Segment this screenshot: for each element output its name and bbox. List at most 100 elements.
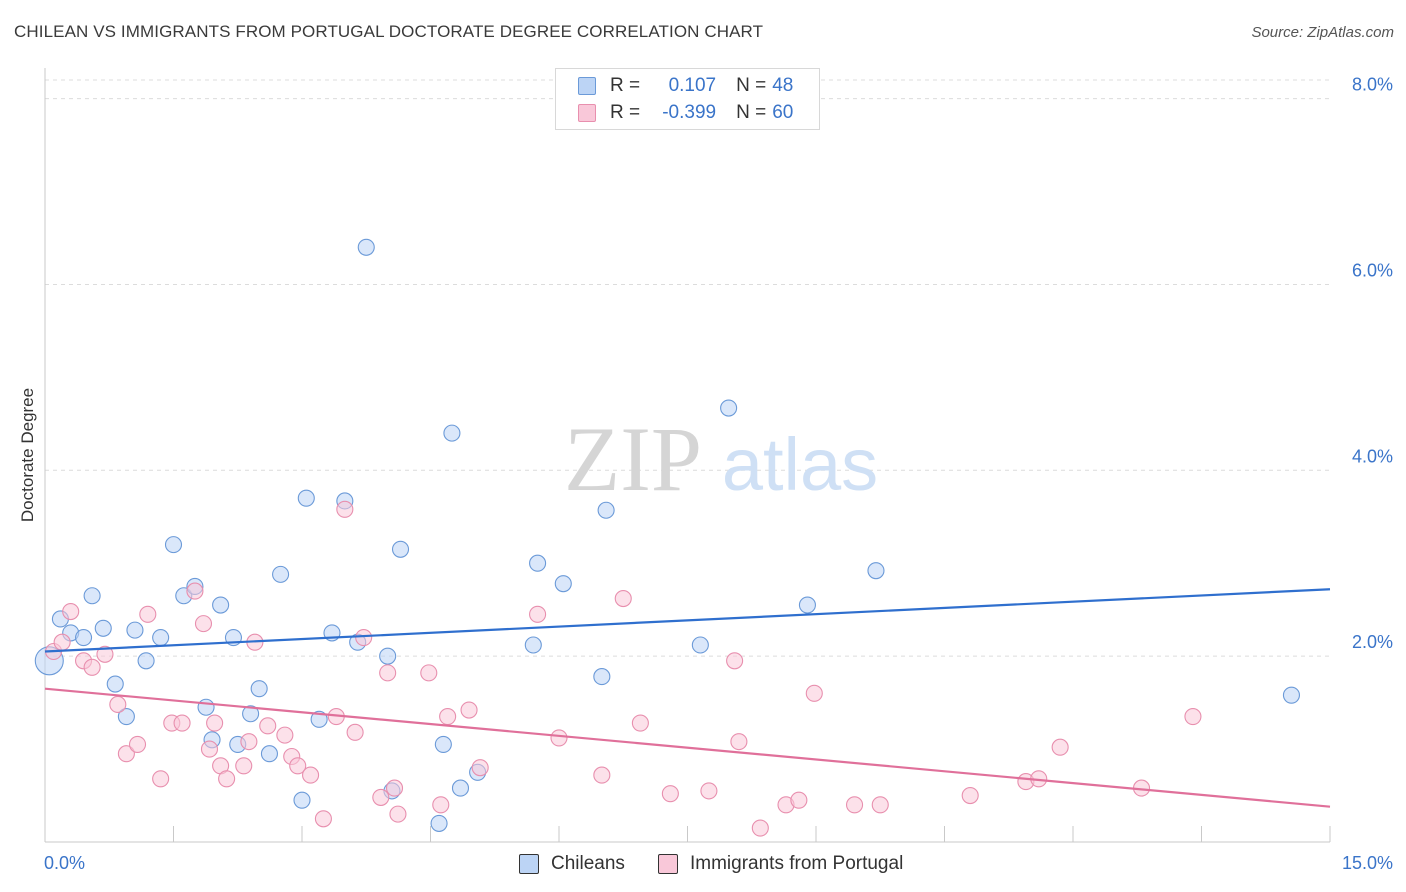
portugal-point bbox=[259, 717, 277, 735]
portugal-point bbox=[152, 770, 170, 788]
chilean-point bbox=[117, 707, 135, 726]
portugal-point bbox=[460, 701, 478, 719]
chilean-point bbox=[391, 540, 410, 558]
chileans-legend-label: Chileans bbox=[551, 853, 625, 874]
n-label: N = bbox=[736, 75, 767, 96]
chilean-point bbox=[379, 647, 397, 665]
portugal-point bbox=[730, 733, 748, 751]
r-label: R = bbox=[610, 75, 641, 96]
portugal-point bbox=[372, 788, 390, 806]
portugal-point bbox=[529, 605, 547, 623]
chilean-point bbox=[94, 619, 112, 637]
portugal-point bbox=[661, 785, 679, 803]
portugal-point bbox=[62, 602, 80, 621]
trend-lines bbox=[44, 588, 1331, 808]
x-tick-label-max: 15.0% bbox=[1342, 853, 1393, 873]
portugal-point bbox=[96, 645, 114, 663]
legend-item-chileans[interactable]: Chileans bbox=[519, 851, 625, 877]
chilean-point bbox=[691, 636, 709, 654]
chileans-trend-line bbox=[44, 588, 1331, 653]
y-tick-label: 6.0% bbox=[1352, 260, 1393, 280]
portugal-point bbox=[194, 615, 213, 633]
chart-title: CHILEAN VS IMMIGRANTS FROM PORTUGAL DOCT… bbox=[14, 22, 764, 41]
legend-item-portugal[interactable]: Immigrants from Portugal bbox=[658, 851, 903, 877]
chileans-r-value: 0.107 bbox=[668, 75, 717, 96]
portugal-point bbox=[471, 759, 489, 777]
portugal-point bbox=[235, 757, 253, 775]
y-tick-label: 2.0% bbox=[1352, 632, 1393, 652]
portugal-point bbox=[109, 695, 127, 714]
portugal-point bbox=[1184, 707, 1202, 726]
chilean-point bbox=[250, 680, 268, 698]
portugal-point bbox=[173, 714, 191, 732]
portugal-point bbox=[314, 810, 332, 828]
n-label: N = bbox=[736, 102, 767, 123]
portugal-legend-swatch bbox=[658, 854, 678, 874]
portugal-point bbox=[726, 652, 744, 670]
chilean-point bbox=[593, 668, 611, 686]
stats-row-portugal: R = -0.399 N = 60 bbox=[578, 100, 793, 126]
chilean-point bbox=[293, 791, 311, 809]
portugal-point bbox=[1051, 738, 1069, 756]
portugal-point bbox=[385, 779, 404, 797]
portugal-point bbox=[336, 500, 354, 518]
chilean-point bbox=[164, 536, 183, 554]
watermark: ZIP atlas bbox=[564, 408, 878, 510]
portugal-point bbox=[276, 726, 294, 744]
stats-row-chileans: R = 0.107 N = 48 bbox=[578, 73, 793, 99]
chilean-point bbox=[242, 705, 260, 723]
chileans-n-value: 48 bbox=[772, 75, 794, 96]
portugal-point bbox=[53, 633, 71, 651]
portugal-point bbox=[432, 796, 450, 814]
chilean-point bbox=[529, 554, 547, 572]
portugal-point bbox=[751, 819, 769, 837]
portugal-point bbox=[206, 714, 224, 732]
portugal-point bbox=[389, 805, 407, 823]
chilean-point bbox=[524, 636, 542, 654]
portugal-point bbox=[240, 733, 258, 751]
chileans-swatch bbox=[578, 77, 596, 95]
portugal-point bbox=[845, 796, 864, 814]
portugal-point bbox=[379, 664, 397, 682]
chilean-point bbox=[720, 399, 738, 417]
portugal-point bbox=[790, 791, 808, 809]
portugal-point bbox=[218, 770, 236, 788]
chilean-point bbox=[310, 710, 328, 728]
portugal-point bbox=[614, 589, 632, 608]
portugal-point bbox=[200, 740, 219, 758]
chilean-point bbox=[297, 489, 315, 507]
chilean-point bbox=[106, 675, 124, 693]
chilean-point bbox=[272, 565, 290, 583]
portugal-point bbox=[593, 766, 611, 784]
portugal-trend-line bbox=[44, 687, 1331, 808]
source-label: Source: ZipAtlas.com bbox=[1251, 24, 1394, 41]
y-tick-label: 4.0% bbox=[1352, 446, 1393, 466]
portugal-r-value: -0.399 bbox=[662, 102, 717, 123]
chileans-legend-swatch bbox=[519, 854, 539, 874]
portugal-point bbox=[420, 664, 438, 682]
chilean-point bbox=[1282, 686, 1300, 704]
portugal-point bbox=[805, 684, 823, 702]
y-tick-label: 8.0% bbox=[1352, 75, 1393, 95]
x-tick-label-min: 0.0% bbox=[44, 853, 85, 873]
r-label: R = bbox=[610, 102, 641, 123]
portugal-point bbox=[117, 745, 135, 763]
portugal-point bbox=[346, 723, 364, 741]
axes bbox=[44, 68, 1331, 843]
portugal-point bbox=[139, 605, 157, 623]
portugal-point bbox=[289, 757, 307, 775]
data-points bbox=[34, 238, 1300, 837]
gridlines bbox=[45, 79, 1330, 657]
portugal-point bbox=[186, 582, 204, 600]
chilean-point bbox=[430, 814, 448, 832]
chilean-point bbox=[126, 621, 144, 639]
watermark-atlas: atlas bbox=[722, 423, 878, 506]
portugal-point bbox=[83, 658, 101, 676]
portugal-point bbox=[128, 735, 147, 753]
chilean-point bbox=[75, 629, 93, 647]
chilean-point bbox=[357, 238, 375, 256]
chilean-point bbox=[212, 596, 230, 614]
portugal-point bbox=[550, 729, 568, 747]
chilean-point bbox=[260, 745, 278, 763]
portugal-point bbox=[355, 629, 373, 647]
